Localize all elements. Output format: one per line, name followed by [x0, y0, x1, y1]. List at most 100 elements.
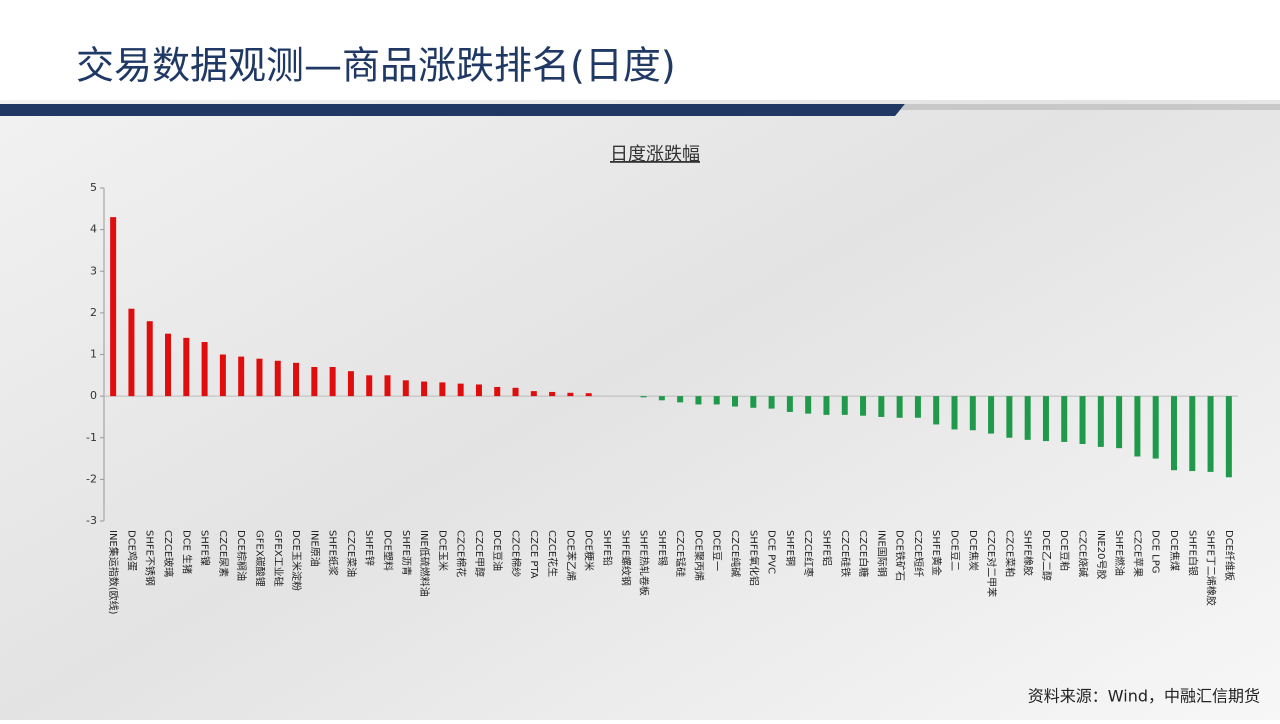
x-tick-label: DCE豆二 [949, 530, 961, 571]
x-tick-label: DCE焦炭 [967, 530, 980, 571]
x-tick-label: CZCE甲醇 [473, 530, 486, 577]
bar [1116, 396, 1123, 449]
bar [1061, 396, 1068, 442]
bar [878, 396, 885, 417]
x-tick-label: CZCE PTA [528, 530, 539, 579]
x-tick-label: DCE LPG [1150, 530, 1161, 574]
bar [146, 321, 153, 397]
bar [1006, 396, 1013, 438]
bar [530, 391, 537, 397]
bar [1152, 396, 1159, 459]
x-tick-label: CZCE烧碱 [1077, 530, 1090, 577]
bar [1189, 396, 1196, 472]
x-tick-label: SHFE铝 [820, 530, 832, 566]
y-tick-label: 4 [90, 223, 97, 236]
x-tick-label: CZCE棉花 [455, 530, 468, 577]
x-tick-label: DCE乙二醇 [1040, 530, 1053, 581]
x-tick-label: CZCE硅铁 [839, 530, 852, 577]
bar [933, 396, 940, 425]
bar [110, 217, 117, 397]
x-tick-label: CZCE尿素 [217, 530, 230, 577]
x-tick-label: CZCE玻璃 [162, 530, 175, 577]
x-tick-label: GFEX工业硅 [272, 530, 285, 587]
x-tick-label: DCE铁矿石 [894, 530, 907, 581]
bar [293, 362, 300, 397]
x-tick-label: CZCE菜粕 [1003, 530, 1016, 577]
x-tick-label: DCE玉米淀粉 [290, 530, 303, 591]
bar [329, 366, 336, 397]
x-tick-label: DCE聚丙烯 [692, 530, 705, 581]
bar [823, 396, 830, 415]
x-tick-label: DCE苯乙烯 [564, 530, 577, 581]
bar [988, 396, 995, 434]
x-tick-label: INE原油 [308, 530, 321, 567]
bar [1225, 396, 1232, 478]
x-tick-label: CZCE短纤 [912, 530, 925, 577]
y-tick-label: -2 [86, 472, 97, 485]
x-tick-label: CZCE锰硅 [674, 530, 687, 577]
bar [658, 396, 665, 401]
bar [786, 396, 793, 412]
x-tick-label: CZCE对二甲苯 [985, 530, 998, 597]
bar [183, 337, 190, 397]
bar [640, 396, 647, 398]
bar [860, 396, 867, 416]
bar [914, 396, 921, 418]
x-tick-label: SHFE铜 [784, 530, 796, 566]
bar [1079, 396, 1086, 444]
x-tick-label: SHFE黄金 [930, 530, 943, 576]
bar [549, 391, 556, 397]
bar [1042, 396, 1049, 442]
x-tick-label: DCE纤维板 [1223, 530, 1236, 581]
x-tick-label: DCE PVC [766, 530, 777, 574]
bar [475, 384, 482, 397]
bar [457, 383, 464, 397]
bar [951, 396, 958, 430]
x-tick-label: CZCE花生 [546, 530, 559, 577]
bar [732, 396, 739, 407]
y-tick-label: 3 [90, 264, 97, 277]
bar [1097, 396, 1104, 447]
bar [421, 381, 428, 397]
y-tick-label: 2 [90, 306, 97, 319]
x-tick-label: DCE豆一 [711, 530, 723, 571]
bar [677, 396, 684, 403]
bar [1207, 396, 1214, 472]
bar [512, 387, 519, 397]
bar [238, 356, 245, 397]
bar [969, 396, 976, 431]
header-band-light [900, 104, 1280, 110]
x-tick-label: DCE鸡蛋 [125, 530, 138, 571]
x-tick-label: CZCE白糖 [857, 530, 870, 577]
bar [311, 366, 318, 397]
bar [841, 396, 848, 415]
x-tick-label: SHFE沥青 [400, 530, 413, 576]
chart-title: 日度涨跌幅 [610, 144, 700, 165]
x-tick-label: DCE豆粕 [1058, 530, 1071, 571]
x-tick-label: GFEX碳酸锂 [253, 530, 266, 587]
x-tick-label: CZCE红枣 [802, 530, 815, 577]
x-tick-label: DCE棕榈油 [235, 530, 248, 581]
y-tick-label: 5 [90, 181, 97, 194]
source-note: 资料来源：Wind，中融汇信期货 [1028, 687, 1260, 706]
y-tick-label: 0 [90, 389, 97, 402]
x-tick-label: SHFE铅 [601, 530, 614, 566]
bar [1024, 396, 1031, 440]
bar [567, 392, 574, 397]
bar [219, 354, 226, 397]
bar [439, 382, 446, 397]
bar [201, 342, 208, 397]
x-tick-label: CZCE苹果 [1131, 530, 1144, 577]
x-tick-label: SHFE热轧卷板 [638, 530, 651, 596]
x-tick-label: SHFE纸浆 [327, 530, 340, 576]
x-tick-label: SHFE燃油 [1113, 530, 1126, 576]
x-tick-label: DCE粳米 [583, 530, 596, 571]
bar [347, 371, 354, 397]
bar [274, 360, 281, 397]
bar [1134, 396, 1141, 457]
plot: -3 -2 -1 0 1 2 3 4 5 INE集运指数(欧线) DCE鸡蛋 SHFE不锈钢 CZCE玻… [86, 181, 1238, 615]
x-tick-label: SHFE锌 [363, 530, 376, 566]
y-tick-label: -3 [86, 514, 97, 527]
